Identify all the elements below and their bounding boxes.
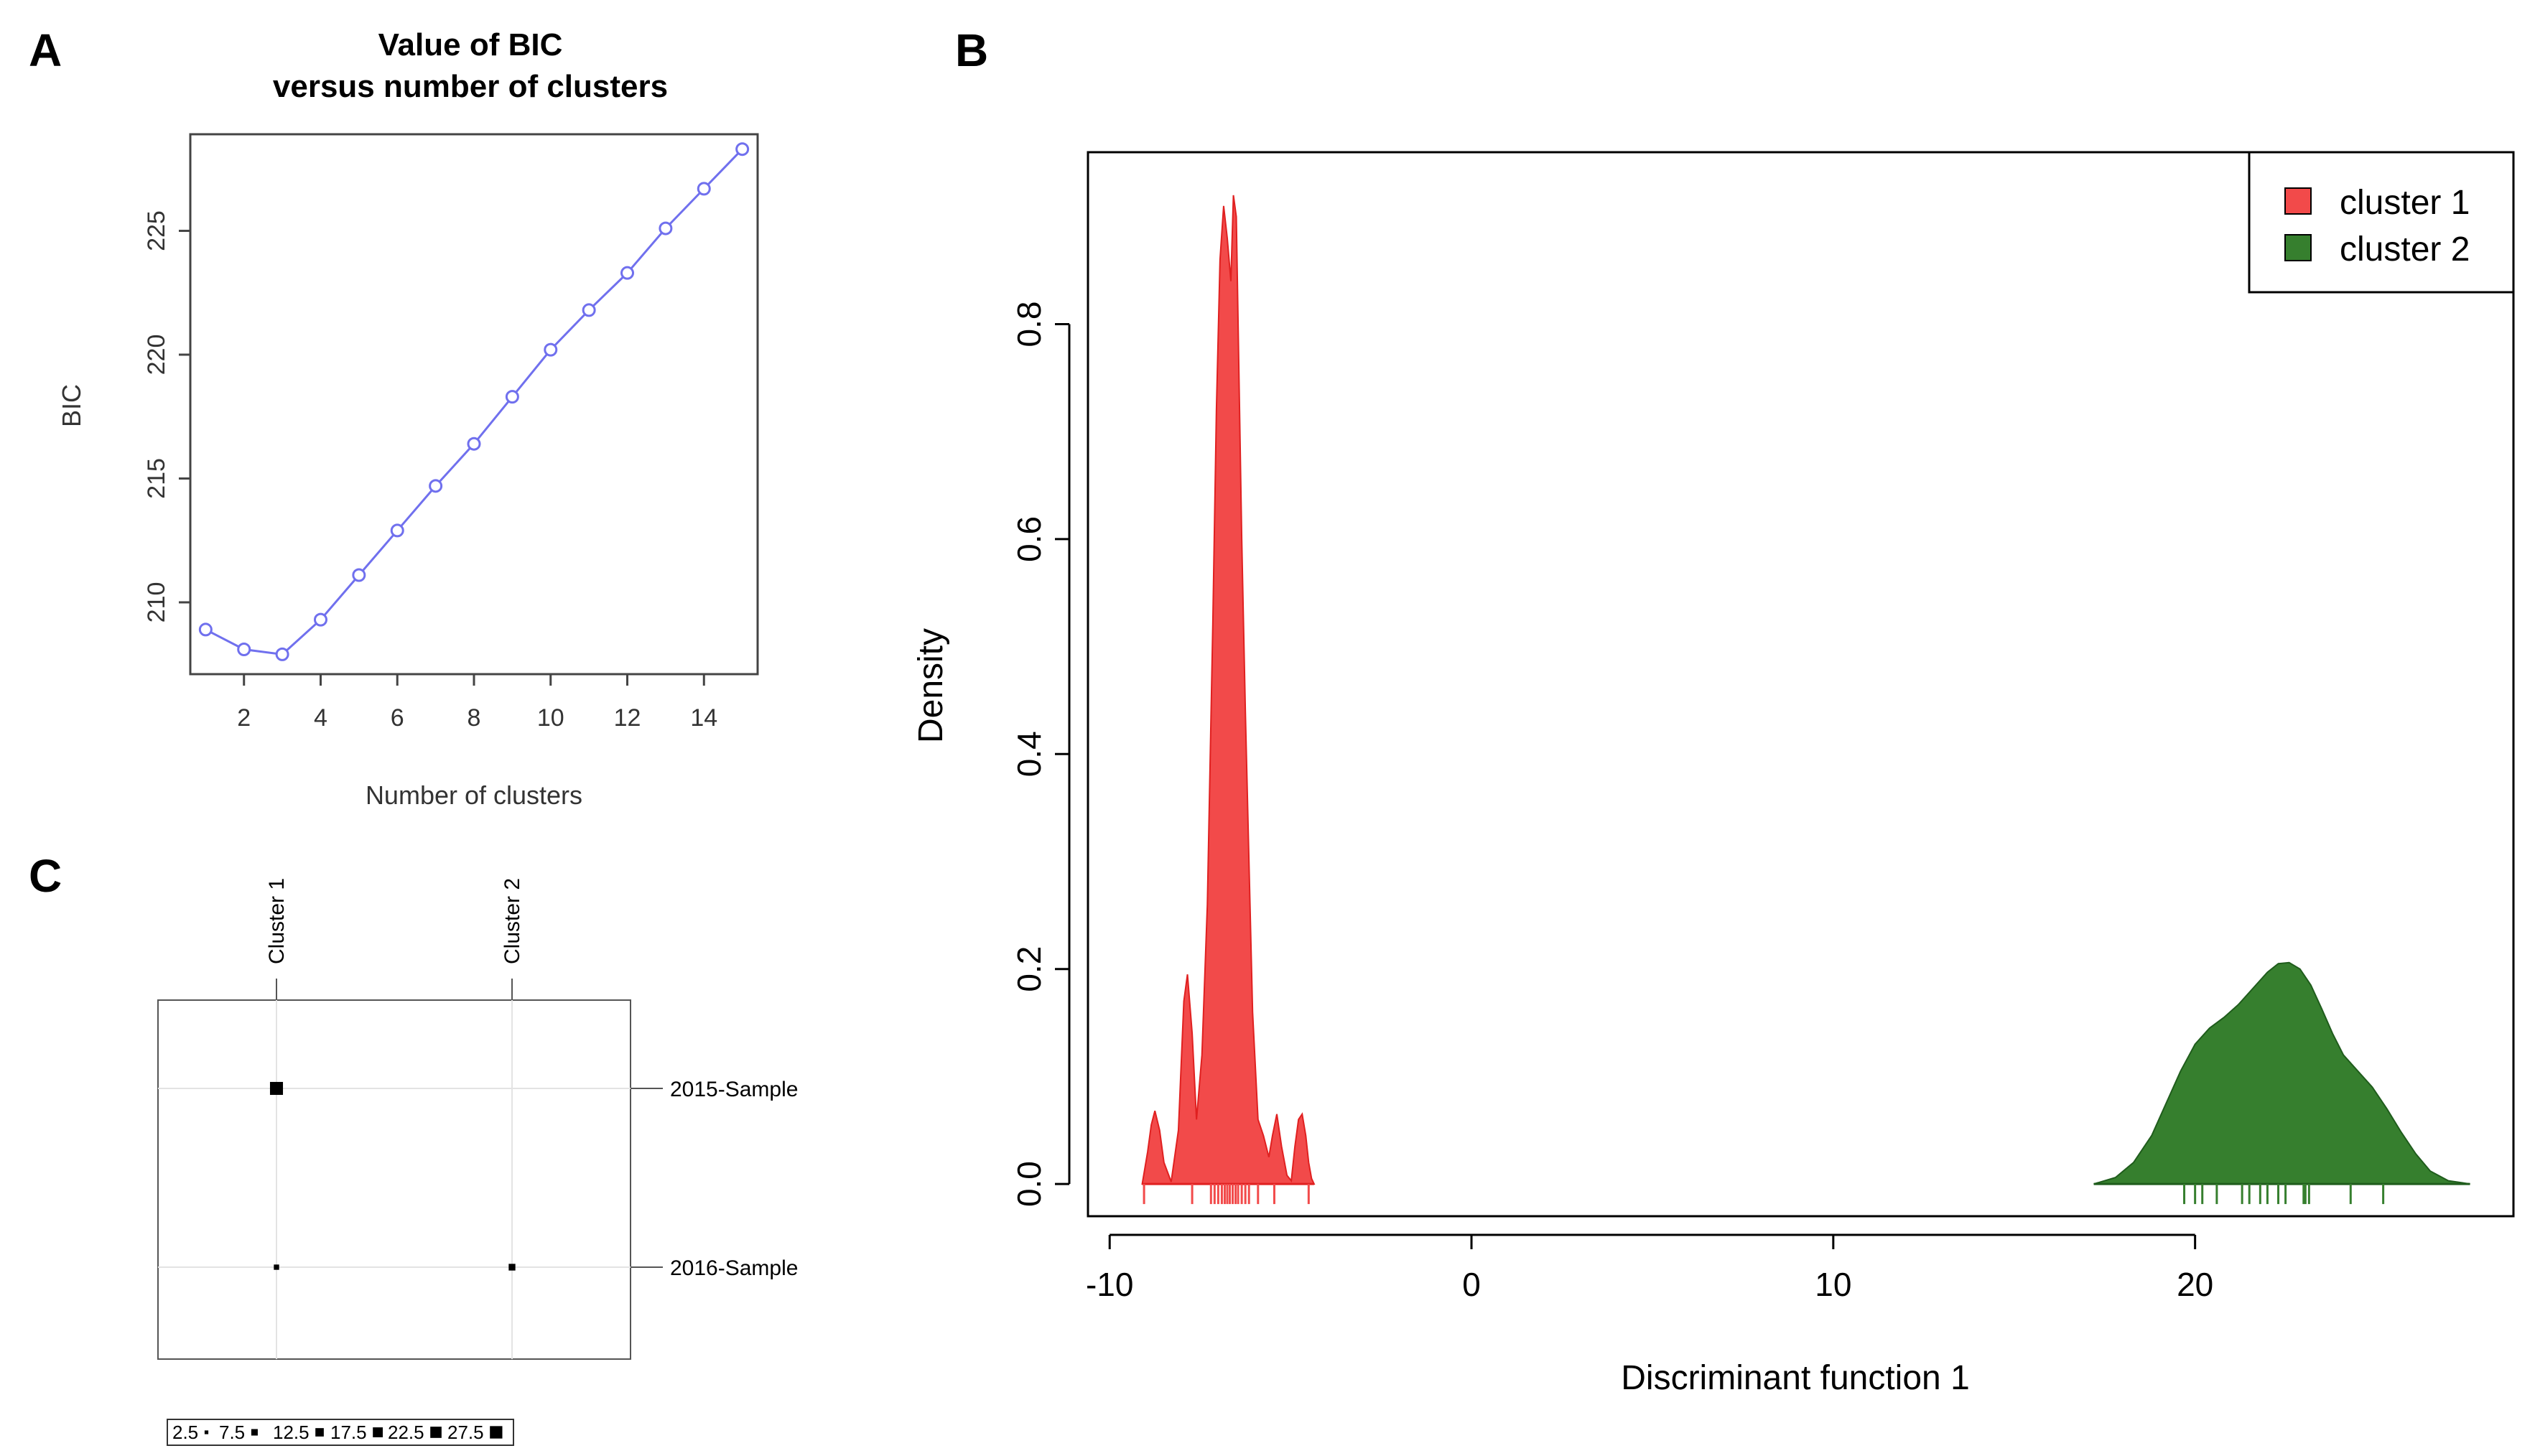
legend-swatch-cluster-1 xyxy=(2284,187,2312,215)
bic-x-tick-label: 8 xyxy=(468,704,481,732)
density-x-tick-label: 0 xyxy=(1462,1266,1481,1303)
panel-label-a: A xyxy=(29,24,62,76)
table-frame xyxy=(157,999,631,1360)
table-row-header: 2016-Sample xyxy=(670,1256,798,1280)
bic-point xyxy=(429,479,443,493)
bic-y-axis: 210 215 220 225 xyxy=(143,210,190,622)
bic-chart-title-line1: Value of BIC xyxy=(378,27,563,62)
size-key-marker xyxy=(373,1427,383,1437)
bic-point xyxy=(735,142,750,157)
panel-label-b: B xyxy=(955,24,988,76)
bic-point xyxy=(275,647,289,661)
bic-y-tick-label: 210 xyxy=(143,582,170,623)
size-key-label: 12.5 xyxy=(273,1422,310,1443)
bic-series xyxy=(198,142,750,661)
bic-plot-frame xyxy=(189,133,759,676)
density-series xyxy=(1141,195,2470,1205)
bic-point xyxy=(659,221,673,235)
bic-point xyxy=(544,342,558,357)
panel-label-c: C xyxy=(29,850,62,902)
density-y-axis: 0.0 0.2 0.4 0.6 0.8 xyxy=(1010,302,1071,1207)
density-area-cluster-1 xyxy=(1141,195,1316,1185)
bic-point xyxy=(697,182,711,196)
density-y-axis-label: Density xyxy=(912,628,950,743)
legend-swatch-cluster-2 xyxy=(2284,234,2312,261)
bic-point xyxy=(390,523,404,538)
density-plot-frame xyxy=(1087,151,2515,1218)
table-cells xyxy=(269,1081,516,1271)
table-cell-marker xyxy=(274,1264,279,1270)
density-y-tick-label: 0.2 xyxy=(1010,946,1048,992)
bic-x-tick-label: 12 xyxy=(614,704,641,732)
contingency-table: Cluster 1 Cluster 2 2015-Sample 2016-Sample… xyxy=(157,878,798,1446)
bic-y-tick-label: 225 xyxy=(143,210,170,251)
bic-y-tick-label: 220 xyxy=(143,335,170,375)
density-x-axis: -10 0 10 20 xyxy=(1086,1233,2213,1303)
size-key-marker xyxy=(251,1429,258,1436)
table-cell-marker xyxy=(269,1081,284,1096)
bic-point xyxy=(198,622,213,637)
size-key-label: 22.5 xyxy=(388,1422,424,1443)
bic-x-tick-label: 4 xyxy=(314,704,327,732)
bic-point xyxy=(582,303,596,317)
size-key-label: 17.5 xyxy=(330,1422,367,1443)
bic-y-tick-label: 215 xyxy=(143,458,170,499)
bic-x-axis-label: Number of clusters xyxy=(366,780,582,810)
density-x-tick-label: -10 xyxy=(1086,1266,1133,1303)
bic-point xyxy=(620,266,635,280)
density-legend: cluster 1 cluster 2 xyxy=(2248,151,2515,294)
table-size-key: 2.5 7.5 12.5 17.5 22.5 27.5 xyxy=(167,1419,514,1446)
density-y-tick-label: 0.4 xyxy=(1010,731,1048,777)
size-key-label: 7.5 xyxy=(219,1422,245,1443)
density-area-cluster-2 xyxy=(2093,961,2470,1185)
bic-x-tick-label: 6 xyxy=(391,704,404,732)
density-x-axis-label: Discriminant function 1 xyxy=(1621,1359,1970,1397)
size-key-marker xyxy=(430,1427,442,1438)
size-key-label: 27.5 xyxy=(447,1422,484,1443)
size-key-marker xyxy=(315,1428,324,1437)
size-key-marker xyxy=(204,1430,209,1434)
bic-point xyxy=(352,568,366,582)
density-x-tick-label: 20 xyxy=(2177,1266,2213,1303)
bic-x-tick-label: 2 xyxy=(237,704,251,732)
density-y-tick-label: 0.0 xyxy=(1010,1161,1048,1207)
density-x-tick-label: 10 xyxy=(1815,1266,1851,1303)
size-key-frame xyxy=(167,1419,514,1446)
legend-box xyxy=(2248,151,2515,294)
bic-point xyxy=(313,612,327,627)
size-key-label: 2.5 xyxy=(172,1422,198,1443)
bic-x-axis: 2 4 6 8 10 12 14 xyxy=(237,674,717,732)
bic-x-tick-label: 10 xyxy=(537,704,564,732)
legend-label-cluster-1: cluster 1 xyxy=(2340,184,2470,222)
bic-y-axis-label: BIC xyxy=(57,384,86,427)
bic-x-tick-label: 14 xyxy=(690,704,717,732)
table-col-header: Cluster 1 xyxy=(265,878,289,964)
table-grid: Cluster 1 Cluster 2 2015-Sample 2016-Sample xyxy=(158,878,798,1359)
density-y-tick-label: 0.6 xyxy=(1010,516,1048,562)
bic-point xyxy=(505,390,519,404)
legend-label-cluster-2: cluster 2 xyxy=(2340,230,2470,269)
bic-chart-title-line2: versus number of clusters xyxy=(273,69,668,104)
table-row-header: 2015-Sample xyxy=(670,1078,798,1101)
bic-point xyxy=(467,437,481,451)
bic-point xyxy=(237,643,251,657)
density-chart: -10 0 10 20 0.0 0.2 0.4 0.6 0.8 Discriminant fu… xyxy=(912,151,2515,1397)
table-cell-marker xyxy=(508,1264,516,1271)
table-col-header: Cluster 2 xyxy=(501,878,524,964)
density-y-tick-label: 0.8 xyxy=(1010,302,1048,347)
size-key-marker xyxy=(490,1426,503,1439)
bic-chart: Value of BIC versus number of clusters 2… xyxy=(57,27,759,810)
